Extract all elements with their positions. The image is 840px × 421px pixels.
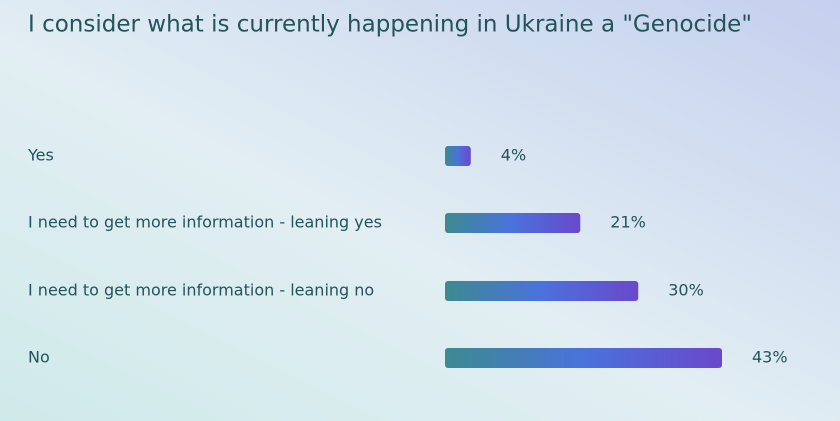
- bar: [445, 146, 471, 166]
- value-label: 30%: [668, 281, 704, 300]
- bar: [445, 348, 722, 368]
- value-label: 43%: [752, 348, 788, 367]
- chart-title: I consider what is currently happening i…: [28, 12, 752, 38]
- category-label: No: [28, 348, 50, 367]
- category-label: I need to get more information - leaning…: [28, 281, 374, 300]
- category-label: Yes: [27, 146, 54, 165]
- value-label: 21%: [610, 213, 646, 232]
- bar: [445, 281, 639, 301]
- value-label: 4%: [501, 146, 526, 165]
- bar: [445, 213, 581, 233]
- category-label: I need to get more information - leaning…: [28, 213, 382, 232]
